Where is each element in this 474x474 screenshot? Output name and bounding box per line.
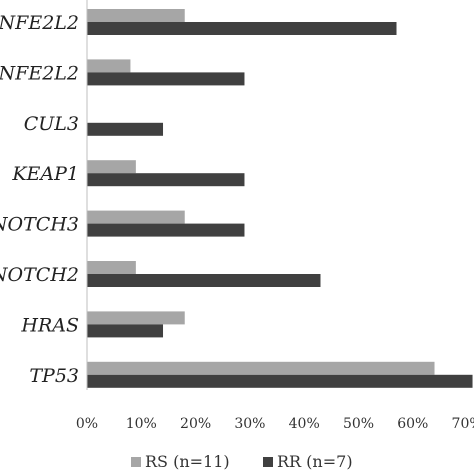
bar-rr (87, 223, 245, 237)
x-tick-label: 50% (343, 416, 374, 432)
category-label: HRAS (20, 314, 79, 336)
x-tick-label: 0% (76, 416, 98, 432)
legend-label-rr: RR (n=7) (277, 452, 353, 471)
bar-rs (87, 261, 136, 274)
x-tick-label: 30% (234, 416, 265, 432)
x-tick-label: 70% (452, 416, 474, 432)
bar-rs (87, 311, 185, 325)
x-tick-label: 20% (180, 416, 211, 432)
bar-rr (87, 374, 473, 388)
legend-label-rs: RS (n=11) (145, 452, 230, 471)
category-labels: NFE2L2 NFE2L2 CUL3 KEAP1 NOTCH3 NOTCH2 HRAS TP5… (0, 12, 79, 387)
x-tick-label: 40% (289, 416, 320, 432)
bar-rs (87, 160, 136, 174)
category-label: NOTCH3 (0, 214, 79, 236)
category-label: NFE2L2 (0, 12, 79, 34)
bars-group (87, 9, 473, 388)
x-tick-labels: 0% 10% 20% 30% 40% 50% 60% 70% (76, 416, 474, 432)
bar-rs (87, 59, 131, 73)
x-tick-label: 60% (397, 416, 428, 432)
bar-rr (87, 173, 245, 187)
legend: RS (n=11) RR (n=7) (131, 452, 353, 471)
bar-rr (87, 274, 321, 287)
bar-rr (87, 122, 164, 136)
bar-rs (87, 210, 185, 224)
legend-swatch-rr (263, 457, 273, 467)
bar-rr (87, 324, 164, 338)
bar-rs (87, 9, 185, 22)
bar-rr (87, 22, 397, 35)
bar-rr (87, 72, 245, 86)
category-label: NFE2L2 (0, 62, 79, 84)
category-label: CUL3 (24, 113, 79, 135)
category-label: NOTCH2 (0, 264, 79, 286)
legend-swatch-rs (131, 457, 141, 467)
category-label: KEAP1 (11, 163, 79, 185)
bar-rs (87, 361, 435, 375)
category-label: TP53 (29, 365, 79, 387)
x-tick-label: 10% (126, 416, 157, 432)
